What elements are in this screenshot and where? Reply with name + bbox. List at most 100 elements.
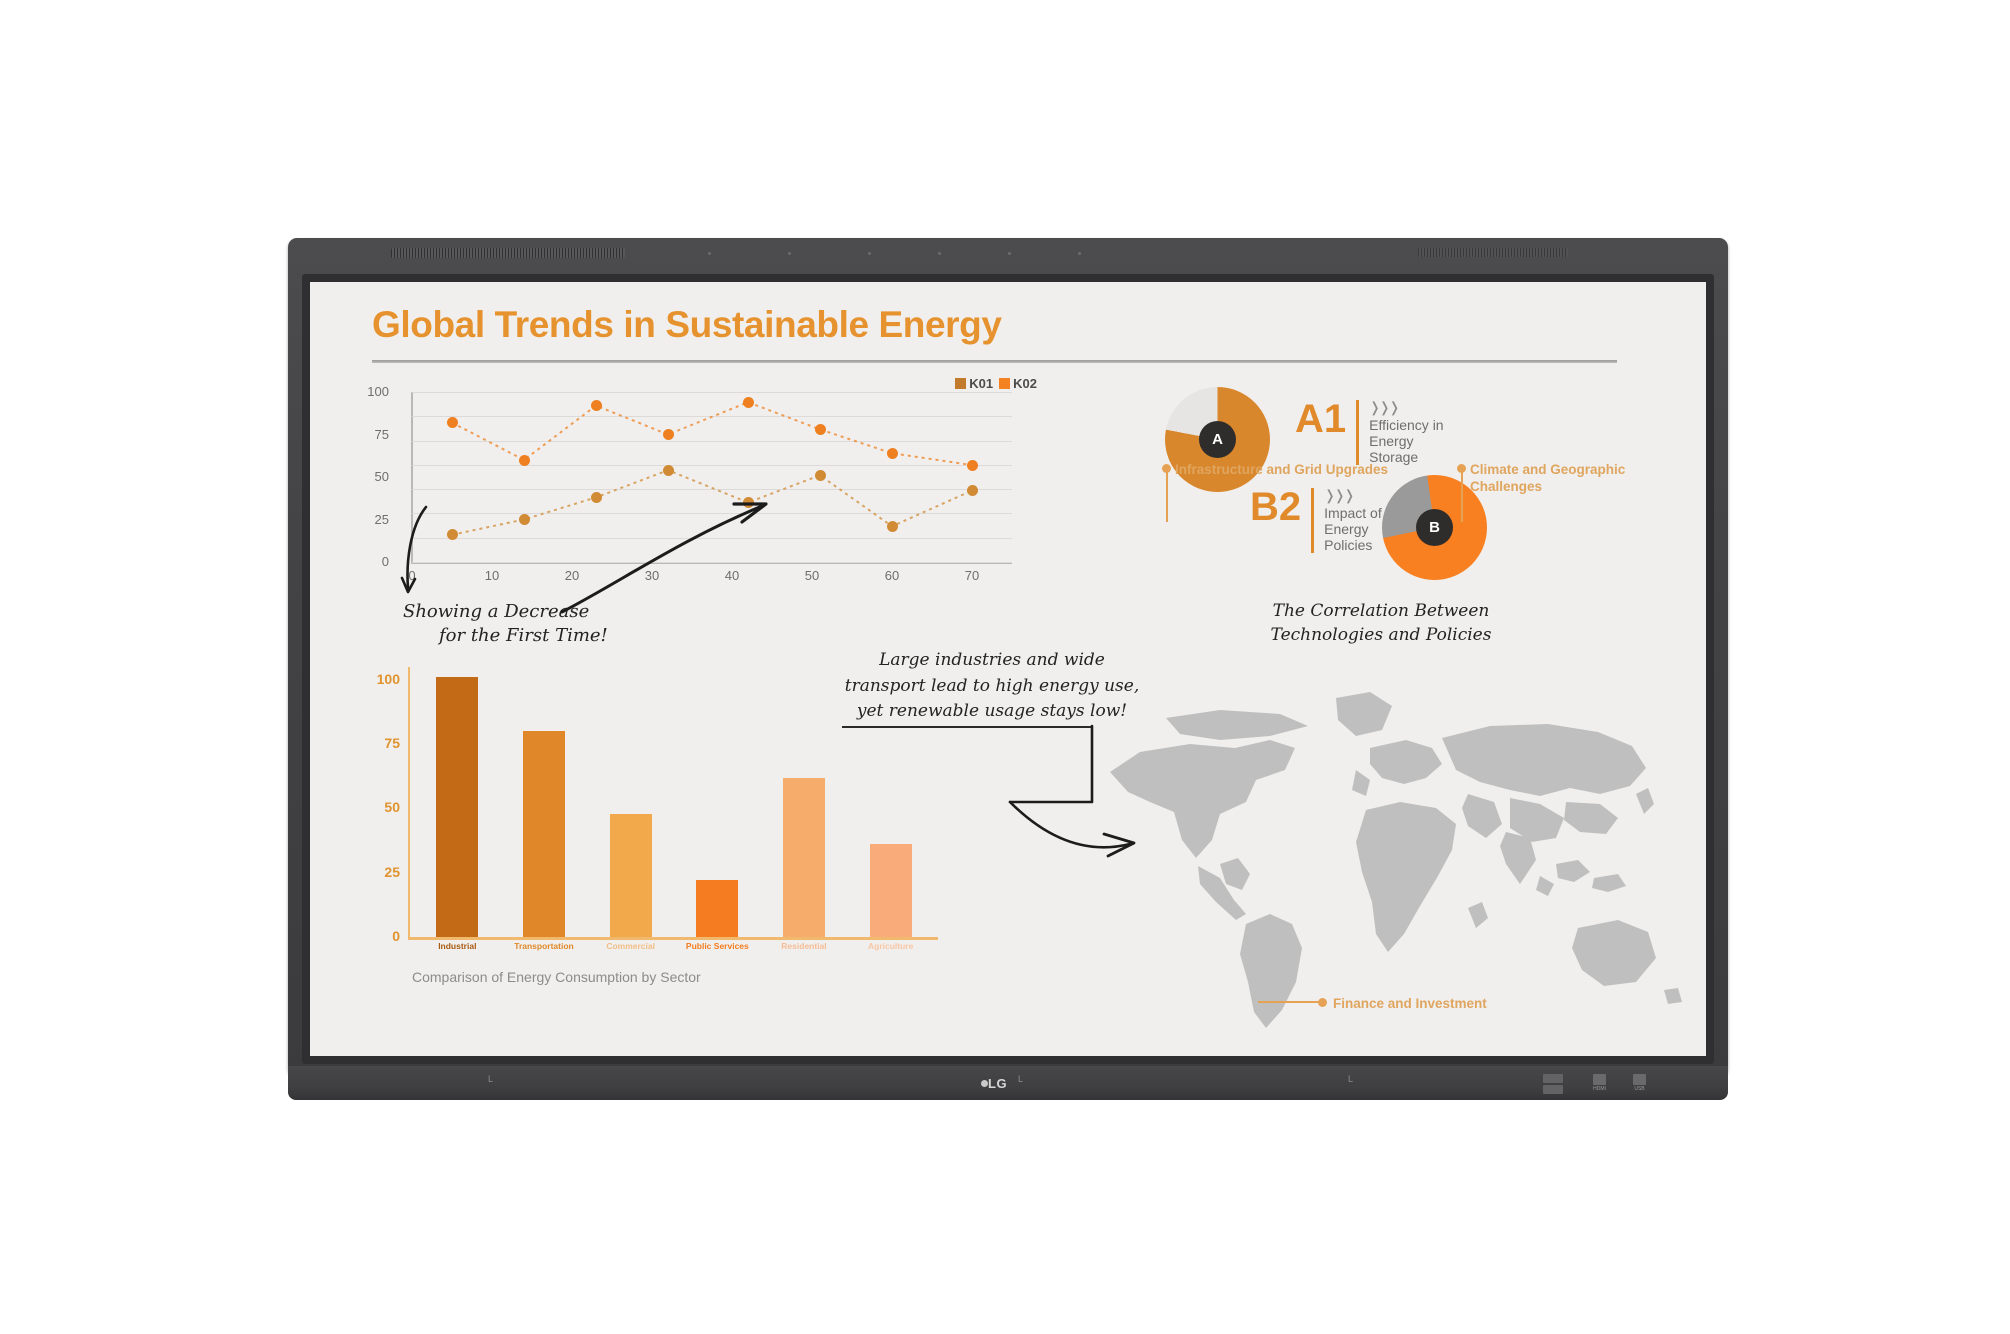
bar-chart-x-axis (408, 937, 938, 940)
donut-b-badge: B (1416, 509, 1453, 546)
annotation-line-1: Large industries and wide (879, 650, 1105, 670)
data-point-K01-4 (742, 497, 754, 508)
map-marker-finance (1318, 998, 1327, 1007)
line-chart-series (451, 401, 973, 536)
kpi-a1-code: A1 (1295, 397, 1347, 441)
kpi-a1-desc-2: Energy (1369, 433, 1414, 450)
map-label-infrastructure: Infrastructure and Grid Upgrades (1175, 462, 1388, 479)
bar-chart-annotation: Large industries and wide transport lead… (842, 648, 1142, 725)
data-point-K02-0 (446, 417, 458, 429)
bar-chart-bars (414, 667, 934, 937)
bar-chart: 0 25 50 75 100 Industrial Transportation Comme… (372, 667, 938, 997)
port-group-usb[interactable]: USB (1633, 1074, 1646, 1092)
line-chart-plot-area (412, 392, 1012, 563)
legend-item-k01: K01 (955, 376, 993, 391)
port-group-left[interactable] (1543, 1074, 1563, 1094)
brand-logo: LG (988, 1076, 1008, 1091)
bar-agriculture (869, 844, 912, 937)
x-tick-label: 30 (644, 568, 660, 583)
donut-a-badge: A (1199, 421, 1236, 458)
data-point-K01-0 (446, 529, 458, 541)
annotation-line-2: Technologies and Policies (1270, 624, 1492, 645)
annotation-line-2: transport lead to high energy use, (844, 675, 1140, 696)
line-chart: K01 K02 0 25 50 75 100 0 10 20 30 40 50 60 70 (367, 376, 1037, 583)
kpi-a1-divider (1356, 400, 1360, 466)
legend-item-k02: K02 (999, 376, 1037, 391)
bar-category-label: Residential (781, 941, 827, 951)
legend-label-k01: K01 (969, 376, 994, 391)
map-label-text: Climate and Geographic (1470, 462, 1626, 477)
page-title: Global Trends in Sustainable Energy (372, 304, 1002, 345)
line-chart-y-axis (411, 392, 413, 562)
annotation-underline (842, 726, 1092, 728)
bar-category-label: Industrial (438, 941, 477, 951)
map-label-climate: Climate and Geographic Challenges (1470, 462, 1630, 496)
bar-category-label: Agriculture (867, 941, 914, 951)
port-slot[interactable] (1543, 1085, 1563, 1094)
map-stem-infrastructure (1166, 470, 1168, 522)
data-point-K02-2 (590, 400, 602, 412)
display-chin-bar (288, 1066, 1728, 1100)
bar-commercial (609, 813, 652, 937)
foot-mark: L (1348, 1074, 1354, 1084)
kpi-b2-desc-1: Impact of (1324, 505, 1382, 521)
series-line-K01 (451, 469, 973, 536)
usb-port[interactable] (1633, 1074, 1646, 1085)
x-tick-label: 10 (484, 568, 500, 583)
data-point-K01-6 (886, 520, 898, 532)
y-tick-label: 25 (374, 511, 389, 527)
foot-mark: L (488, 1074, 494, 1084)
annotation-line-1: Showing a Decrease (403, 601, 590, 622)
kpi-b2-divider (1311, 488, 1315, 554)
data-point-K02-3 (662, 429, 674, 440)
grid-line (412, 440, 1012, 442)
bar-category-label: Transportation (514, 941, 574, 951)
bar-industrial (436, 677, 479, 937)
data-point-K01-5 (814, 469, 826, 481)
hdmi-port[interactable] (1593, 1074, 1606, 1085)
annotation-line-3: yet renewable usage stays low! (856, 701, 1128, 721)
donut-annotation: The Correlation Between Technologies and… (1256, 600, 1506, 648)
legend-label-k02: K02 (1013, 376, 1037, 391)
bar-y-tick-label: 75 (384, 735, 400, 752)
data-point-K01-3 (662, 464, 674, 476)
kpi-b2: B2 ❭❭❭ Impact of Energy Policies (1250, 487, 1382, 554)
sensor-dot (1008, 252, 1011, 255)
sensor-dot (788, 252, 791, 255)
hdmi-port-label: HDMI (1593, 1086, 1606, 1092)
world-map (1070, 652, 1690, 1052)
world-map-graphic (1110, 692, 1682, 1028)
y-tick-label: 75 (374, 426, 389, 442)
speaker-grille-right (1418, 248, 1568, 257)
map-label-text: Finance and Investment (1333, 996, 1487, 1011)
map-stem-climate (1461, 470, 1463, 522)
port-slot[interactable] (1543, 1074, 1563, 1083)
data-point-K02-5 (814, 423, 826, 435)
map-label-text: Challenges (1470, 478, 1543, 494)
bar-residential (783, 777, 825, 937)
kpi-a1-desc-1: Efficiency in (1369, 417, 1444, 433)
line-chart-annotation: Showing a Decrease for the First Time! (403, 600, 673, 649)
map-marker-climate (1457, 464, 1466, 473)
annotation-line-2: for the First Time! (439, 625, 608, 647)
port-group-hdmi[interactable]: HDMI (1593, 1074, 1606, 1092)
data-point-K02-1 (518, 454, 530, 466)
kpi-a1-desc-3: Storage (1369, 449, 1419, 466)
sensor-dot (708, 252, 711, 255)
data-point-K02-6 (886, 447, 898, 459)
bar-y-tick-label: 0 (392, 928, 400, 944)
x-tick-label: 60 (884, 568, 900, 583)
data-point-K01-1 (518, 514, 530, 525)
bar-chart-y-axis (408, 667, 410, 937)
speaker-grille-left (391, 248, 625, 258)
display-bezel: Global Trends in Sustainable Energy K01 … (288, 238, 1728, 1076)
x-tick-label: 50 (804, 568, 820, 583)
data-point-K01-7 (966, 485, 978, 497)
x-tick-label: 20 (564, 568, 580, 583)
bar-category-label: Public Services (685, 941, 749, 951)
data-point-K02-4 (742, 396, 754, 408)
map-label-text: Infrastructure and Grid Upgrades (1175, 462, 1389, 477)
bar-category-label: Commercial (606, 941, 655, 951)
y-tick-label: 100 (367, 384, 389, 399)
brand-dot (981, 1080, 988, 1087)
